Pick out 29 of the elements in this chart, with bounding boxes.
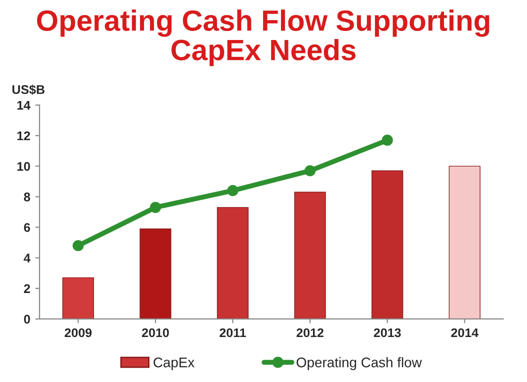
x-tick-label: 2010 — [142, 328, 169, 338]
bar — [294, 192, 326, 319]
y-tick-label: 4 — [24, 254, 30, 262]
bar — [372, 170, 404, 319]
point — [150, 202, 162, 213]
bar — [216, 207, 249, 319]
y-tick-label: 10 — [17, 162, 30, 171]
bar — [62, 277, 94, 319]
x-tick-label: 2014 — [451, 328, 478, 338]
point — [72, 240, 84, 252]
y-tick-label: 2 — [24, 284, 30, 293]
y-tick-label: 14 — [17, 100, 30, 110]
y-tick-label: 0 — [24, 314, 30, 324]
y-tick-label: 12 — [17, 131, 30, 140]
y-axis-title: US$B — [12, 84, 44, 95]
y-tick-label: 8 — [24, 192, 30, 202]
x-tick-label: 2009 — [64, 328, 92, 338]
x-tick-label: 2013 — [374, 328, 401, 338]
x-tick-label: 2011 — [220, 328, 246, 338]
point — [304, 165, 316, 176]
legend-label: CapEx — [154, 358, 194, 370]
y-tick-label: 6 — [24, 223, 30, 232]
point — [227, 185, 238, 196]
bar — [140, 228, 172, 319]
bar — [448, 166, 480, 319]
x-tick-label: 2012 — [296, 328, 324, 338]
chart-title: Operating Cash Flow Supporting CapEx Needs — [37, 10, 490, 66]
legend-label: Operating Cash flow — [296, 357, 422, 370]
point — [382, 134, 393, 146]
